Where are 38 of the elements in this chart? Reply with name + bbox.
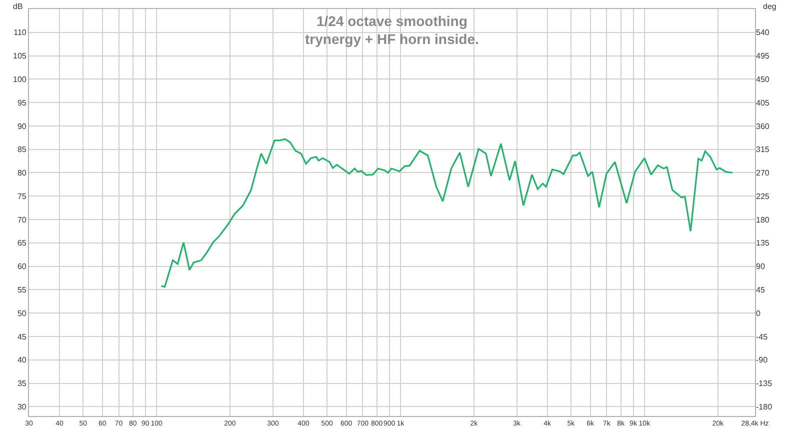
y-tick-label: 70 xyxy=(17,215,27,224)
y2-tick-label: -45 xyxy=(756,332,768,342)
y2-tick-label: 180 xyxy=(756,215,770,224)
y-tick-label: 95 xyxy=(17,98,27,108)
chart-title: 1/24 octave smoothing xyxy=(316,13,468,29)
y-tick-label: 35 xyxy=(17,379,27,388)
y-tick-label: 75 xyxy=(17,192,27,201)
y2-tick-label: 360 xyxy=(756,122,770,131)
y-tick-label: 55 xyxy=(17,285,27,294)
y-axis-title: dB xyxy=(13,2,23,11)
y-tick-label: 40 xyxy=(17,356,27,365)
y2-tick-label: 225 xyxy=(756,192,770,201)
y2-axis-title: deg xyxy=(763,2,776,11)
y-tick-label: 100 xyxy=(13,74,27,84)
y-tick-label: 30 xyxy=(17,402,27,412)
y2-tick-label: -90 xyxy=(756,356,768,365)
y2-tick-label: 90 xyxy=(756,262,766,272)
y-tick-label: 50 xyxy=(17,308,27,318)
y-tick-label: 85 xyxy=(17,145,27,154)
y2-tick-label: 0 xyxy=(756,308,761,318)
text: trynergy + HF horn inside. xyxy=(305,31,479,48)
y2-tick-label: -135 xyxy=(756,379,773,388)
y-tick-label: 65 xyxy=(17,238,27,248)
y-tick-label: 110 xyxy=(14,28,27,38)
y2-tick-label: 495 xyxy=(756,52,770,61)
y2-tick-label: 315 xyxy=(756,145,770,154)
y2-tick-label: -180 xyxy=(756,402,773,412)
y-tick-label: 60 xyxy=(17,262,27,272)
y-tick-label: 80 xyxy=(17,168,27,178)
y2-tick-label: 45 xyxy=(756,285,766,294)
y-tick-label: 105 xyxy=(13,52,27,61)
y-tick-label: 45 xyxy=(17,332,27,342)
y2-tick-label: 450 xyxy=(756,74,770,84)
y-tick-label: 90 xyxy=(17,122,27,131)
y2-tick-label: 135 xyxy=(756,238,770,248)
y2-tick-label: 270 xyxy=(756,168,770,178)
y2-tick-label: 540 xyxy=(756,28,770,38)
y2-tick-label: 405 xyxy=(756,98,770,108)
